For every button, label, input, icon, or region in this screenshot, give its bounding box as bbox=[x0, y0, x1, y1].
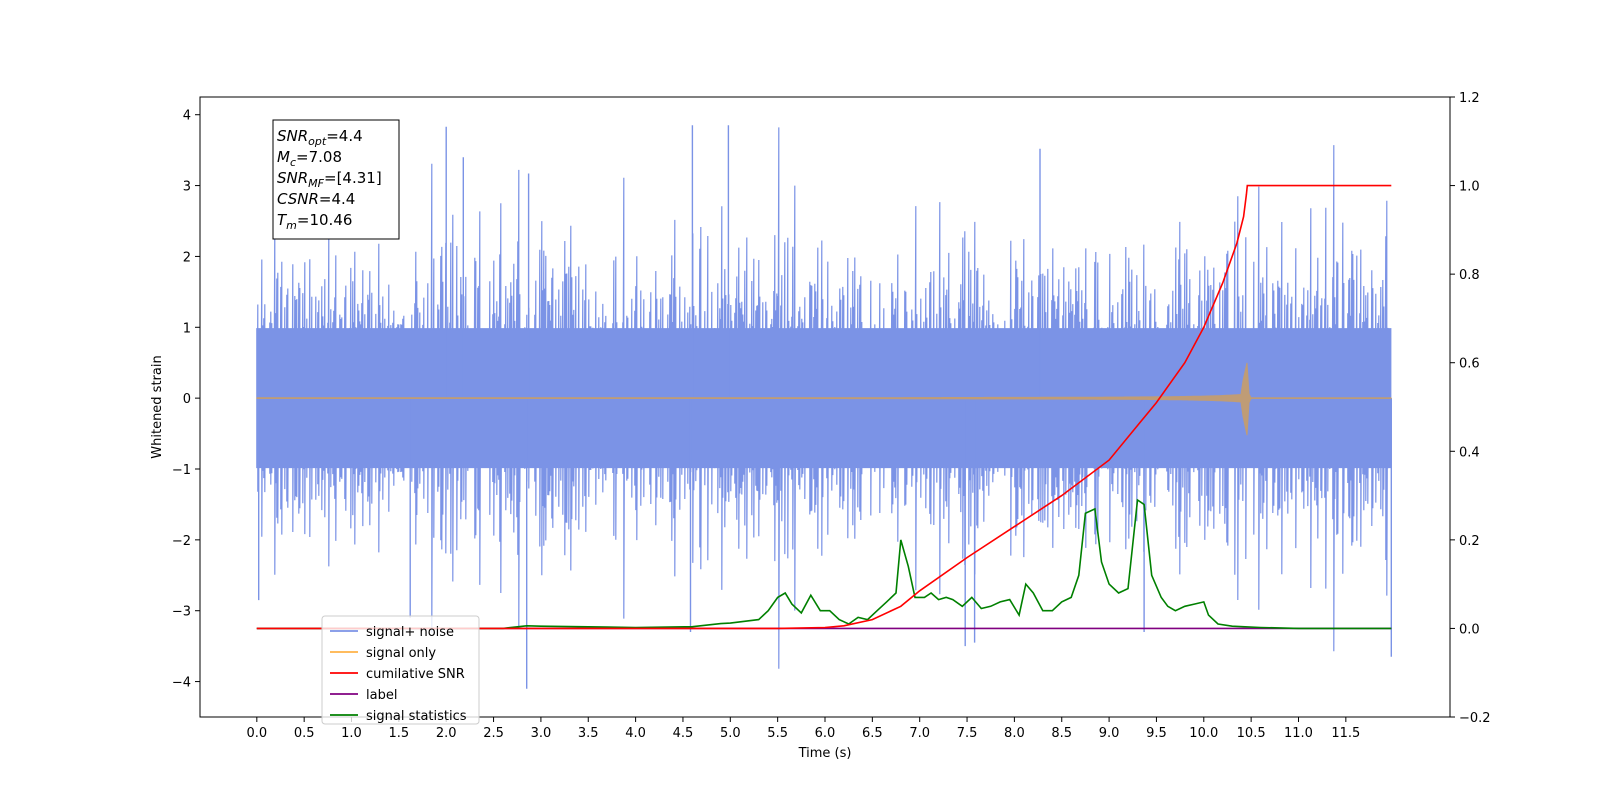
stats-line: Mc=7.08 bbox=[277, 148, 342, 169]
x-tick-label: 9.0 bbox=[1099, 726, 1120, 741]
x-tick-label: 1.5 bbox=[389, 726, 410, 741]
x-tick-label: 3.0 bbox=[531, 726, 552, 741]
cumilative-snr-line bbox=[256, 184, 1392, 630]
x-tick-label: 8.0 bbox=[1004, 726, 1025, 741]
stats-box-frame bbox=[272, 119, 400, 240]
signal-statistics-line bbox=[256, 498, 1392, 630]
y2-tick-label: 0.2 bbox=[1459, 534, 1480, 549]
y-tick-label: −1 bbox=[172, 463, 191, 478]
y-tick-label: −4 bbox=[172, 676, 191, 691]
stats-subscript: m bbox=[286, 219, 297, 232]
signal-plus-noise-spikes bbox=[258, 125, 1392, 689]
x-tick-label: 9.5 bbox=[1146, 726, 1167, 741]
y2-tick-label: 0.6 bbox=[1459, 357, 1480, 372]
stats-value: =7.08 bbox=[296, 148, 342, 166]
stats-line: CSNR=4.4 bbox=[277, 190, 355, 208]
stats-subscript: c bbox=[290, 156, 296, 169]
x-tick-label: 4.5 bbox=[673, 726, 694, 741]
stats-subscript: opt bbox=[308, 135, 327, 148]
x-tick-label: 1.0 bbox=[341, 726, 362, 741]
stats-symbol: SNR bbox=[277, 169, 308, 187]
stats-subscript: MF bbox=[308, 177, 324, 190]
stats-symbol: T bbox=[277, 211, 288, 229]
legend-entry-label: signal+ noise bbox=[366, 625, 454, 640]
x-tick-label: 2.0 bbox=[436, 726, 457, 741]
plot-area bbox=[256, 125, 1392, 689]
stats-line: Tm=10.46 bbox=[277, 211, 352, 232]
y-axis-left: −4 −3 −2 −1 0 1 2 3 4 bbox=[172, 109, 200, 691]
stats-line: SNRMF=[4.31] bbox=[277, 169, 382, 190]
y-tick-label: 0 bbox=[183, 392, 191, 407]
y2-tick-label: −0.2 bbox=[1459, 711, 1491, 726]
y-axis-right: −0.2 0.0 0.2 0.4 0.6 0.8 1.0 1.2 bbox=[1450, 91, 1491, 726]
x-tick-label: 5.5 bbox=[767, 726, 788, 741]
legend-frame bbox=[321, 615, 480, 725]
legend[interactable]: signal+ noise signal only cumilative SNR la… bbox=[321, 615, 480, 725]
legend-entry-label: signal statistics bbox=[366, 709, 467, 724]
x-tick-label: 6.5 bbox=[862, 726, 883, 741]
y-tick-label: 1 bbox=[183, 321, 191, 336]
stats-value: =4.4 bbox=[326, 127, 362, 145]
stats-annotation-box: SNRopt=4.4Mc=7.08SNRMF=[4.31]CSNR=4.4Tm=… bbox=[272, 119, 400, 240]
stats-symbol: M bbox=[277, 148, 290, 166]
y2-tick-label: 0.4 bbox=[1459, 445, 1480, 460]
x-tick-label: 0.0 bbox=[246, 726, 267, 741]
stats-value: =[4.31] bbox=[324, 169, 382, 187]
x-tick-label: 8.5 bbox=[1051, 726, 1072, 741]
stats-symbol: CSNR bbox=[277, 190, 319, 208]
x-tick-label: 10.5 bbox=[1237, 726, 1266, 741]
x-tick-label: 7.5 bbox=[957, 726, 978, 741]
y-tick-label: −3 bbox=[172, 605, 191, 620]
legend-entry-label: signal only bbox=[366, 646, 436, 661]
y-tick-label: 2 bbox=[183, 250, 191, 265]
y2-tick-label: 0.8 bbox=[1459, 268, 1480, 283]
x-tick-label: 4.0 bbox=[625, 726, 646, 741]
x-tick-label: 6.0 bbox=[815, 726, 836, 741]
x-tick-label: 3.5 bbox=[578, 726, 599, 741]
x-tick-label: 11.5 bbox=[1331, 726, 1360, 741]
x-tick-label: 0.5 bbox=[294, 726, 315, 741]
y-tick-label: −2 bbox=[172, 534, 191, 549]
x-axis-label: Time (s) bbox=[798, 746, 852, 761]
stats-value: =4.4 bbox=[319, 190, 355, 208]
stats-value: =10.46 bbox=[297, 211, 353, 229]
y2-tick-label: 0.0 bbox=[1459, 622, 1480, 637]
y2-tick-label: 1.0 bbox=[1459, 180, 1480, 195]
stats-line: SNRopt=4.4 bbox=[277, 127, 363, 148]
x-tick-label: 7.0 bbox=[909, 726, 930, 741]
stats-symbol: SNR bbox=[277, 127, 308, 145]
y-tick-label: 3 bbox=[183, 180, 191, 195]
x-tick-label: 11.0 bbox=[1284, 726, 1313, 741]
x-axis: 0.0 0.5 1.0 1.5 2.0 2.5 3.0 3.5 4.0 4.5 5.0 5.5 6.0 6… bbox=[246, 717, 1360, 741]
legend-entry-label: label bbox=[366, 688, 397, 703]
x-tick-label: 5.0 bbox=[720, 726, 741, 741]
y2-tick-label: 1.2 bbox=[1459, 91, 1480, 106]
y-tick-label: 4 bbox=[183, 109, 191, 124]
legend-entry-label: cumilative SNR bbox=[366, 667, 465, 682]
x-tick-label: 10.0 bbox=[1189, 726, 1218, 741]
x-tick-label: 2.5 bbox=[483, 726, 504, 741]
y-axis-label: Whitened strain bbox=[150, 355, 165, 458]
